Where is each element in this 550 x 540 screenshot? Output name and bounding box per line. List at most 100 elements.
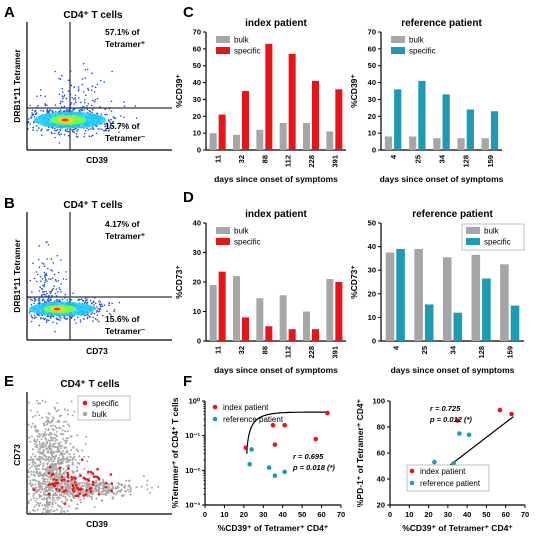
event-dot xyxy=(36,313,39,316)
event-dot-bulk xyxy=(73,455,76,458)
event-dot-bulk xyxy=(65,460,68,463)
event-dot xyxy=(90,89,93,91)
event-dot xyxy=(32,262,34,264)
event-dot xyxy=(30,314,32,317)
bar-bulk xyxy=(209,133,217,150)
flow-e-legend-box xyxy=(77,395,131,421)
event-dot xyxy=(76,136,79,138)
event-dot xyxy=(119,124,121,127)
event-dot xyxy=(46,108,49,111)
event-dot xyxy=(40,280,42,283)
event-dot xyxy=(120,115,122,117)
event-dot-bulk xyxy=(116,491,119,494)
event-dot-bulk xyxy=(28,511,31,514)
event-dot xyxy=(44,276,47,279)
event-dot-bulk xyxy=(44,489,47,492)
event-dot-bulk xyxy=(121,484,124,487)
x-tick-label: 34 xyxy=(438,154,447,163)
event-dot-bulk xyxy=(128,490,131,493)
event-dot-bulk xyxy=(37,480,40,483)
event-dot xyxy=(46,112,49,114)
event-dot-bulk xyxy=(65,500,67,503)
event-dot-bulk xyxy=(35,489,38,492)
y-tick-label: 10⁻¹ xyxy=(185,431,200,440)
event-dot-bulk xyxy=(50,509,53,512)
event-dot xyxy=(84,301,86,304)
event-dot-bulk xyxy=(38,496,41,499)
event-dot xyxy=(52,262,55,264)
event-dot xyxy=(57,132,60,134)
legend-box xyxy=(406,464,490,492)
event-dot xyxy=(63,134,66,136)
event-dot xyxy=(75,132,78,135)
event-dot-specific xyxy=(80,458,84,462)
event-dot xyxy=(80,298,83,300)
event-dot xyxy=(33,121,35,124)
event-dot xyxy=(44,301,46,304)
event-dot xyxy=(73,108,76,110)
event-dot xyxy=(36,129,38,132)
event-dot xyxy=(96,306,98,308)
event-dot-bulk xyxy=(122,494,125,497)
event-dot xyxy=(50,131,53,134)
event-dot-bulk xyxy=(51,453,53,456)
event-dot-specific xyxy=(66,480,70,483)
event-dot xyxy=(100,305,103,308)
event-dot xyxy=(31,112,33,114)
point-index-patient xyxy=(282,422,287,428)
event-dot xyxy=(70,299,73,301)
y-tick-label: 50 xyxy=(193,61,201,70)
x-tick-label: 40 xyxy=(279,510,287,519)
legend-label-bulk: bulk xyxy=(234,36,250,45)
event-dot-bulk xyxy=(45,511,48,514)
event-dot-bulk xyxy=(33,455,36,458)
event-dot-bulk xyxy=(62,450,64,452)
event-dot-bulk xyxy=(44,469,47,472)
panel-label-e: E xyxy=(4,373,14,390)
event-dot-bulk xyxy=(42,479,45,482)
event-dot xyxy=(50,269,52,271)
event-dot-bulk xyxy=(42,508,45,511)
event-dot xyxy=(99,128,101,130)
event-dot-bulk xyxy=(86,486,89,489)
event-dot-bulk xyxy=(119,490,122,493)
event-dot-bulk xyxy=(101,487,104,490)
event-dot-specific xyxy=(60,475,64,479)
event-dot xyxy=(63,316,65,318)
event-dot xyxy=(61,87,64,90)
chart-f-tetramer-frequency: 0 10 20 30 40 50 60 70 10⁻³ 10⁻² 10⁻¹ 10⁰ index pati… xyxy=(170,397,345,534)
event-dot-bulk xyxy=(28,458,31,461)
event-dot-bulk xyxy=(72,471,74,474)
event-dot xyxy=(83,109,85,111)
event-dot-bulk xyxy=(38,505,41,508)
event-dot xyxy=(45,278,47,281)
event-dot-bulk xyxy=(57,476,60,479)
event-dot xyxy=(55,129,58,132)
event-dot-bulk xyxy=(151,486,153,489)
event-dot xyxy=(43,291,45,293)
event-dot-bulk xyxy=(64,485,67,488)
event-dot-bulk xyxy=(82,484,85,487)
event-dot xyxy=(31,113,34,116)
event-dot-bulk xyxy=(45,474,48,476)
event-dot-bulk xyxy=(63,452,66,455)
event-dot xyxy=(94,99,96,101)
event-dot-bulk xyxy=(30,465,33,468)
event-dot xyxy=(69,70,72,72)
event-dot xyxy=(108,304,110,307)
y-tick-label: 10⁻³ xyxy=(185,501,200,510)
event-dot-bulk xyxy=(66,493,69,496)
event-dot-bulk xyxy=(44,478,47,481)
x-tick-label: 88 xyxy=(260,155,269,163)
event-dot xyxy=(91,126,94,129)
event-dot-bulk xyxy=(129,486,132,489)
event-dot-bulk xyxy=(65,451,68,454)
legend-label-bulk: bulk xyxy=(234,227,250,236)
event-dot xyxy=(47,299,50,302)
event-dot xyxy=(85,94,87,96)
x-tick-label: 0 xyxy=(388,510,392,519)
event-dot xyxy=(40,109,42,112)
event-dot-bulk xyxy=(142,475,145,478)
bar-bulk xyxy=(481,138,489,150)
event-dot-bulk xyxy=(49,501,52,504)
